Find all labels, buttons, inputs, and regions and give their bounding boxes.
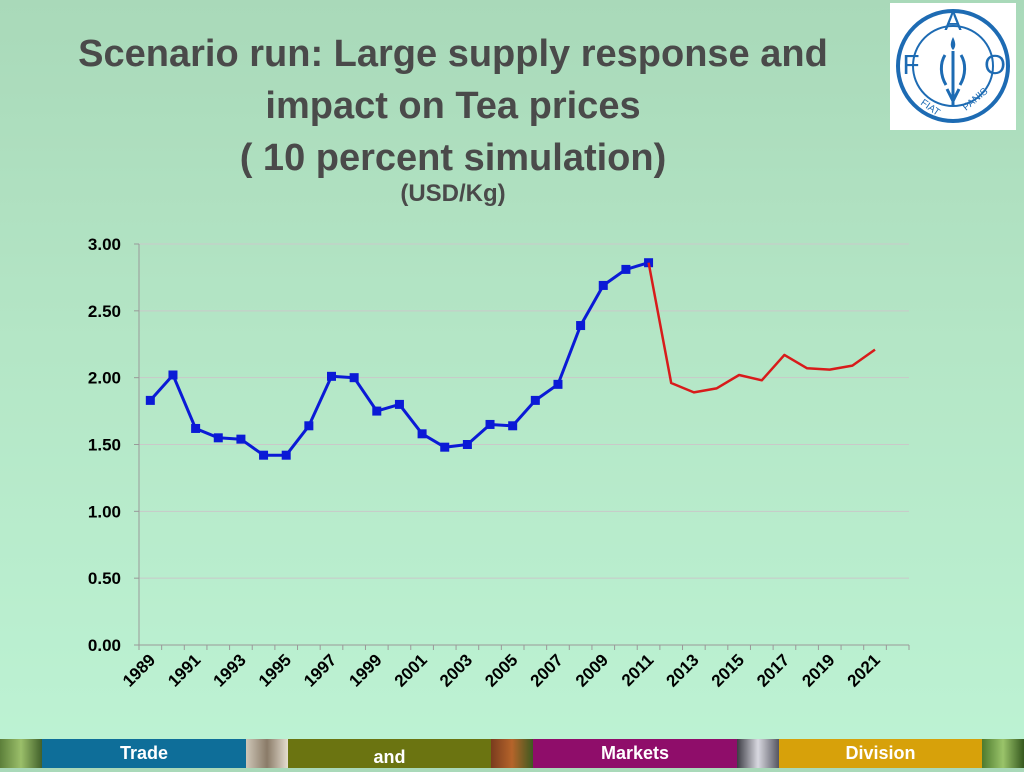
x-tick-label: 1991 (164, 650, 204, 690)
series-line-2 (647, 262, 876, 394)
data-point (621, 264, 631, 274)
y-tick-label: 1.00 (88, 502, 121, 521)
data-point (394, 399, 404, 409)
footer-segment-trade (42, 739, 246, 768)
footer-photo-2 (246, 739, 288, 768)
footer-segment-division (779, 739, 982, 768)
data-point (349, 373, 359, 383)
data-point (576, 321, 586, 331)
x-tick-label: 2015 (708, 650, 748, 690)
y-tick-label: 3.00 (88, 235, 121, 254)
fao-logo-letter-o: O (984, 49, 1006, 80)
x-tick-label: 2013 (662, 650, 702, 690)
footer-label-trade: Trade (119, 743, 169, 763)
footer-photo-4 (737, 739, 779, 768)
data-point (191, 423, 201, 433)
data-point (598, 280, 608, 290)
data-point (508, 421, 518, 431)
footer-segment-and (288, 739, 491, 768)
data-point (327, 371, 336, 381)
data-point (440, 442, 450, 452)
data-point (304, 421, 314, 431)
x-tick-label: 2011 (618, 650, 658, 690)
slide-subtitle: (USD/Kg) (400, 180, 506, 207)
footer-label-division: Division (845, 743, 916, 763)
x-tick-label: 2019 (798, 650, 838, 690)
x-tick-label: 2003 (436, 650, 476, 690)
x-tick-label: 2001 (391, 650, 431, 690)
series-line-1 (149, 261, 650, 457)
fao-logo-letter-a: A (944, 6, 962, 36)
data-point (462, 440, 472, 449)
y-tick-label: 1.50 (88, 436, 121, 455)
footer-segment-markets (533, 739, 737, 768)
slide-title-line-3: ( 10 percent simulation) (239, 137, 667, 179)
x-tick-label: 1999 (345, 650, 385, 690)
y-tick-label: 2.00 (88, 369, 121, 388)
data-point (485, 419, 495, 429)
x-tick-label: 1993 (210, 650, 250, 690)
slide-title-line-2: impact on Tea prices (265, 85, 641, 127)
footer-label-and: and (373, 747, 406, 767)
x-tick-label: 2021 (844, 650, 884, 690)
x-tick-label: 2017 (753, 650, 793, 690)
x-tick-label: 1997 (300, 650, 340, 690)
data-point (553, 379, 563, 389)
data-point (372, 406, 382, 416)
y-tick-label: 0.00 (88, 636, 121, 655)
footer-photo-5 (982, 739, 1024, 768)
fao-logo-icon: A F O FIAT PANIS (896, 6, 1010, 123)
x-tick-label: 2005 (481, 650, 521, 690)
x-tick-label: 1989 (119, 650, 159, 690)
data-point (145, 395, 155, 405)
line-chart: 0.00 0.50 1.00 1.50 2.00 2.50 3.00 1989 1991 1993… (88, 235, 910, 691)
data-point (213, 433, 223, 443)
y-tick-label: 0.50 (88, 569, 121, 588)
x-tick-label: 2009 (572, 650, 612, 690)
data-point (259, 450, 269, 460)
fao-logo-letter-f: F (902, 49, 919, 80)
data-point (530, 395, 540, 405)
fao-logo: A F O FIAT PANIS (890, 3, 1016, 130)
data-point (281, 450, 291, 460)
footer-label-markets: Markets (600, 743, 670, 763)
slide-title-line-1: Scenario run: Large supply response and (78, 33, 828, 75)
x-tick-label: 1995 (255, 650, 295, 690)
x-tick-label: 2007 (527, 650, 567, 690)
footer-photo-1 (0, 739, 42, 768)
slide-title: Scenario run: Large supply response and … (0, 28, 906, 184)
y-tick-label: 2.50 (88, 302, 121, 321)
data-point (168, 370, 178, 380)
footer-photo-3 (491, 739, 533, 768)
data-point (236, 434, 246, 444)
data-point (417, 429, 427, 439)
footer-bar: Trade and Markets Division (0, 739, 1024, 768)
